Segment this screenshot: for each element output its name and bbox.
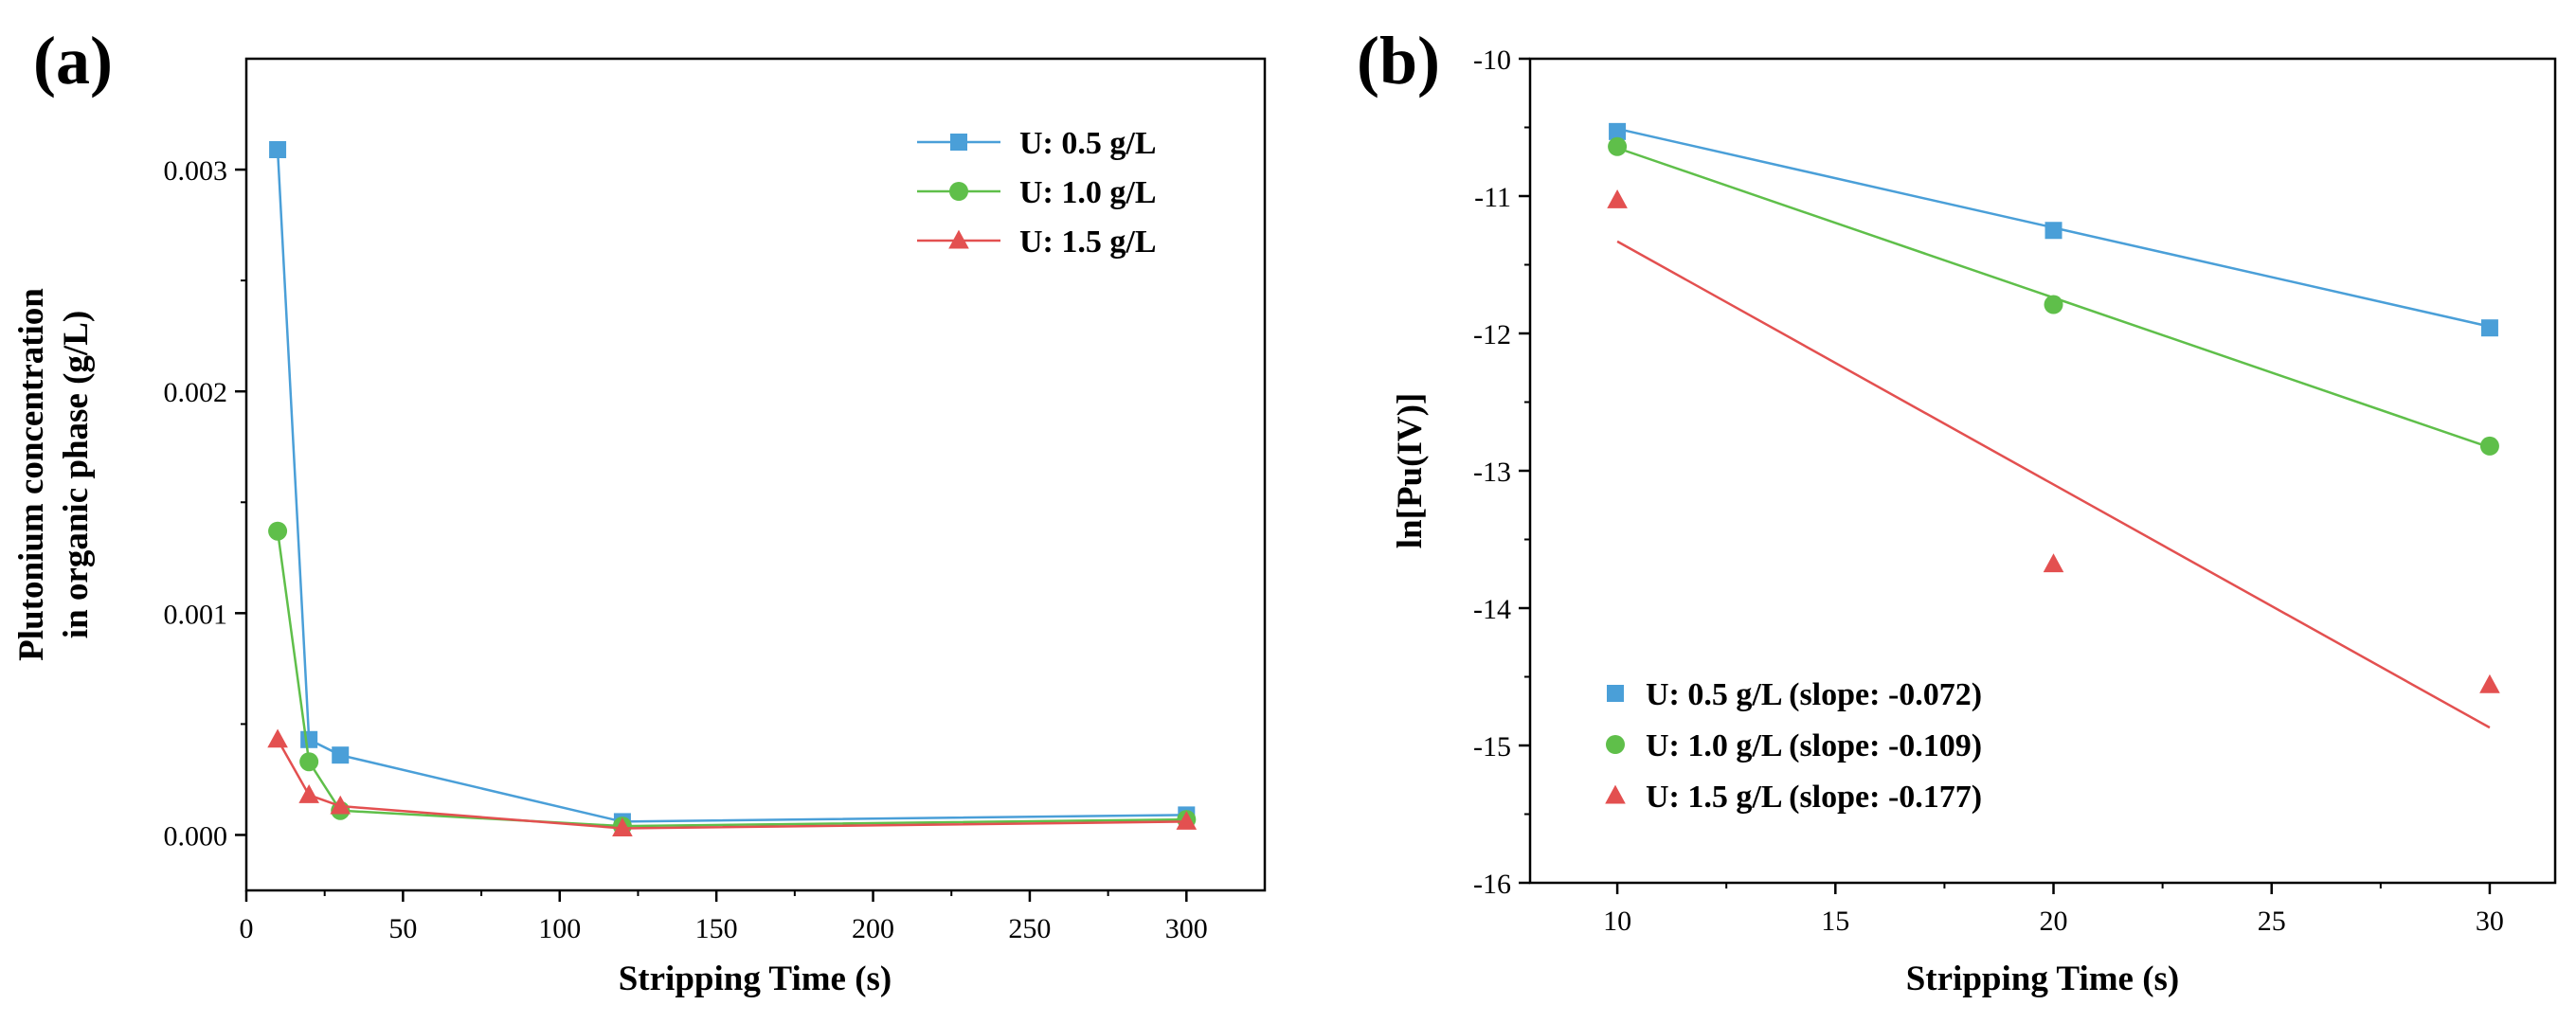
- y-tick-label: -16: [1473, 869, 1511, 900]
- y-tick-label: -11: [1474, 182, 1511, 213]
- series-triangle: [1607, 189, 2500, 729]
- y-axis-label-b: ln[Pu(IV)]: [1391, 393, 1430, 548]
- legend-marker: [1606, 735, 1625, 754]
- x-tick-label: 200: [852, 913, 894, 944]
- y-axis-label-a-line1: Plutonium concentration: [12, 288, 51, 661]
- axis-ticks-a: 0 50 100 150 200 250 300 0.000 0.001 0.002 0.003: [164, 155, 1208, 944]
- x-tick-label: 25: [2258, 906, 2286, 937]
- data-point: [2044, 295, 2063, 314]
- data-point: [2479, 673, 2500, 693]
- legend-entry-label: U: 1.5 g/L (slope: -0.177): [1646, 780, 1982, 815]
- chart-panel-b: (b) 10 15 20 25 30 -16 -15 -14 -13 -12 -11 -10 U: 0…: [1357, 23, 2557, 998]
- x-axis-label-b: Stripping Time (s): [1906, 960, 2180, 998]
- panel-a-label: (a): [33, 23, 113, 99]
- legend-a: U: 0.5 g/L U: 1.0 g/L U: 1.5 g/L: [917, 126, 1157, 260]
- series-square: [1609, 122, 2498, 337]
- data-point: [298, 783, 319, 803]
- y-tick-label: 0.003: [164, 155, 228, 187]
- y-tick-label: -14: [1473, 594, 1511, 625]
- legend-marker: [1605, 784, 1626, 804]
- legend-entry-label: U: 1.0 g/L: [1019, 175, 1157, 210]
- y-tick-label: -12: [1473, 319, 1511, 350]
- data-point: [1176, 811, 1198, 830]
- x-tick-label: 300: [1165, 913, 1208, 944]
- data-point: [612, 817, 633, 836]
- series-circle: [268, 521, 1197, 836]
- y-axis-label-a-line2: in organic phase (g/L): [57, 311, 96, 638]
- y-tick-label: -13: [1473, 457, 1511, 488]
- y-tick-label: 0.000: [164, 820, 228, 852]
- data-point: [2043, 553, 2064, 573]
- fit-line: [1616, 240, 2491, 729]
- data-point: [299, 752, 319, 772]
- data-point: [1609, 122, 1627, 140]
- x-tick-label: 30: [2476, 906, 2504, 937]
- series-group-b: [1607, 122, 2500, 729]
- x-tick-label: 0: [240, 913, 254, 944]
- x-tick-label: 100: [538, 913, 581, 944]
- data-point: [268, 521, 288, 541]
- data-point: [1608, 136, 1628, 156]
- y-tick-label: 0.002: [164, 377, 228, 408]
- x-tick-label: 250: [1008, 913, 1051, 944]
- series-group-a: [267, 140, 1198, 836]
- y-tick-label: 0.001: [164, 599, 228, 630]
- panel-b-label: (b): [1357, 23, 1440, 99]
- legend-b: U: 0.5 g/L (slope: -0.072) U: 1.0 g/L (sl…: [1605, 677, 1982, 815]
- chart-panel-a: (a) 0 50 100 150 200 250 300 0.000 0.001 0.002 0.0…: [12, 23, 1267, 998]
- data-point: [332, 746, 350, 764]
- data-point: [267, 728, 288, 748]
- data-point: [330, 795, 351, 815]
- legend-marker: [949, 182, 968, 201]
- x-tick-label: 10: [1603, 906, 1631, 937]
- legend-marker: [950, 134, 967, 151]
- series-circle: [1608, 136, 2499, 456]
- data-point: [1607, 189, 1628, 208]
- x-tick-label: 15: [1821, 906, 1849, 937]
- legend-entry-label: U: 1.5 g/L: [1019, 224, 1157, 260]
- data-point: [2045, 222, 2063, 240]
- y-tick-label: -10: [1473, 45, 1511, 76]
- legend-entry-label: U: 0.5 g/L (slope: -0.072): [1646, 677, 1982, 712]
- legend-entry-label: U: 0.5 g/L: [1019, 126, 1157, 161]
- axis-ticks-b: 10 15 20 25 30 -16 -15 -14 -13 -12 -11 -10: [1473, 45, 2504, 937]
- legend-entry-label: U: 1.0 g/L (slope: -0.109): [1646, 728, 1982, 763]
- data-point: [300, 730, 318, 748]
- y-tick-label: -15: [1473, 731, 1511, 763]
- legend-marker: [948, 229, 969, 249]
- series-line: [276, 530, 1187, 828]
- x-tick-label: 150: [695, 913, 738, 944]
- x-tick-label: 50: [388, 913, 417, 944]
- plot-frame-a: [244, 57, 1267, 892]
- x-axis-label-a: Stripping Time (s): [619, 960, 892, 998]
- legend-marker: [1607, 685, 1624, 702]
- series-triangle: [267, 728, 1198, 836]
- data-point: [2480, 319, 2498, 337]
- data-point: [2479, 436, 2499, 456]
- data-point: [269, 140, 287, 158]
- x-tick-label: 20: [2040, 906, 2068, 937]
